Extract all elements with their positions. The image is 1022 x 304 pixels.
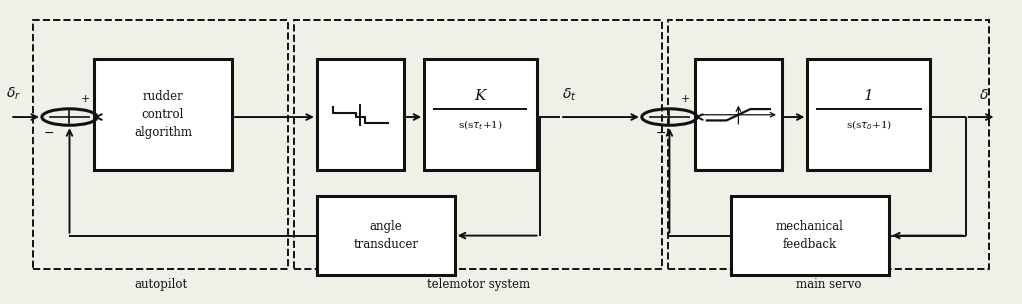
Bar bbox=[807, 59, 930, 170]
Text: +: + bbox=[81, 94, 91, 104]
Text: mechanical
feedback: mechanical feedback bbox=[776, 220, 844, 251]
Text: telemotor system: telemotor system bbox=[427, 278, 529, 291]
Bar bbox=[668, 20, 989, 269]
Bar bbox=[317, 196, 455, 275]
Text: +: + bbox=[681, 94, 691, 104]
Text: $\delta$: $\delta$ bbox=[979, 88, 989, 102]
Text: K: K bbox=[474, 89, 486, 103]
Text: 1: 1 bbox=[864, 89, 874, 103]
Bar bbox=[33, 20, 288, 269]
Text: −: − bbox=[44, 127, 54, 140]
Text: $\delta_t$: $\delta_t$ bbox=[562, 87, 576, 103]
Bar bbox=[94, 59, 232, 170]
Text: $\delta_r$: $\delta_r$ bbox=[6, 85, 21, 102]
Text: autopilot: autopilot bbox=[134, 278, 187, 291]
Bar bbox=[317, 59, 404, 170]
Text: s(s$\tau_t$+1): s(s$\tau_t$+1) bbox=[458, 119, 503, 132]
Bar bbox=[695, 59, 782, 170]
Bar bbox=[294, 20, 662, 269]
Text: rudder
control
algorithm: rudder control algorithm bbox=[134, 90, 192, 139]
Bar bbox=[424, 59, 537, 170]
Text: angle
transducer: angle transducer bbox=[354, 220, 418, 251]
Bar bbox=[731, 196, 889, 275]
Text: s(s$\tau_\delta$+1): s(s$\tau_\delta$+1) bbox=[845, 119, 892, 132]
Text: main servo: main servo bbox=[796, 278, 862, 291]
Text: −: − bbox=[656, 127, 666, 140]
